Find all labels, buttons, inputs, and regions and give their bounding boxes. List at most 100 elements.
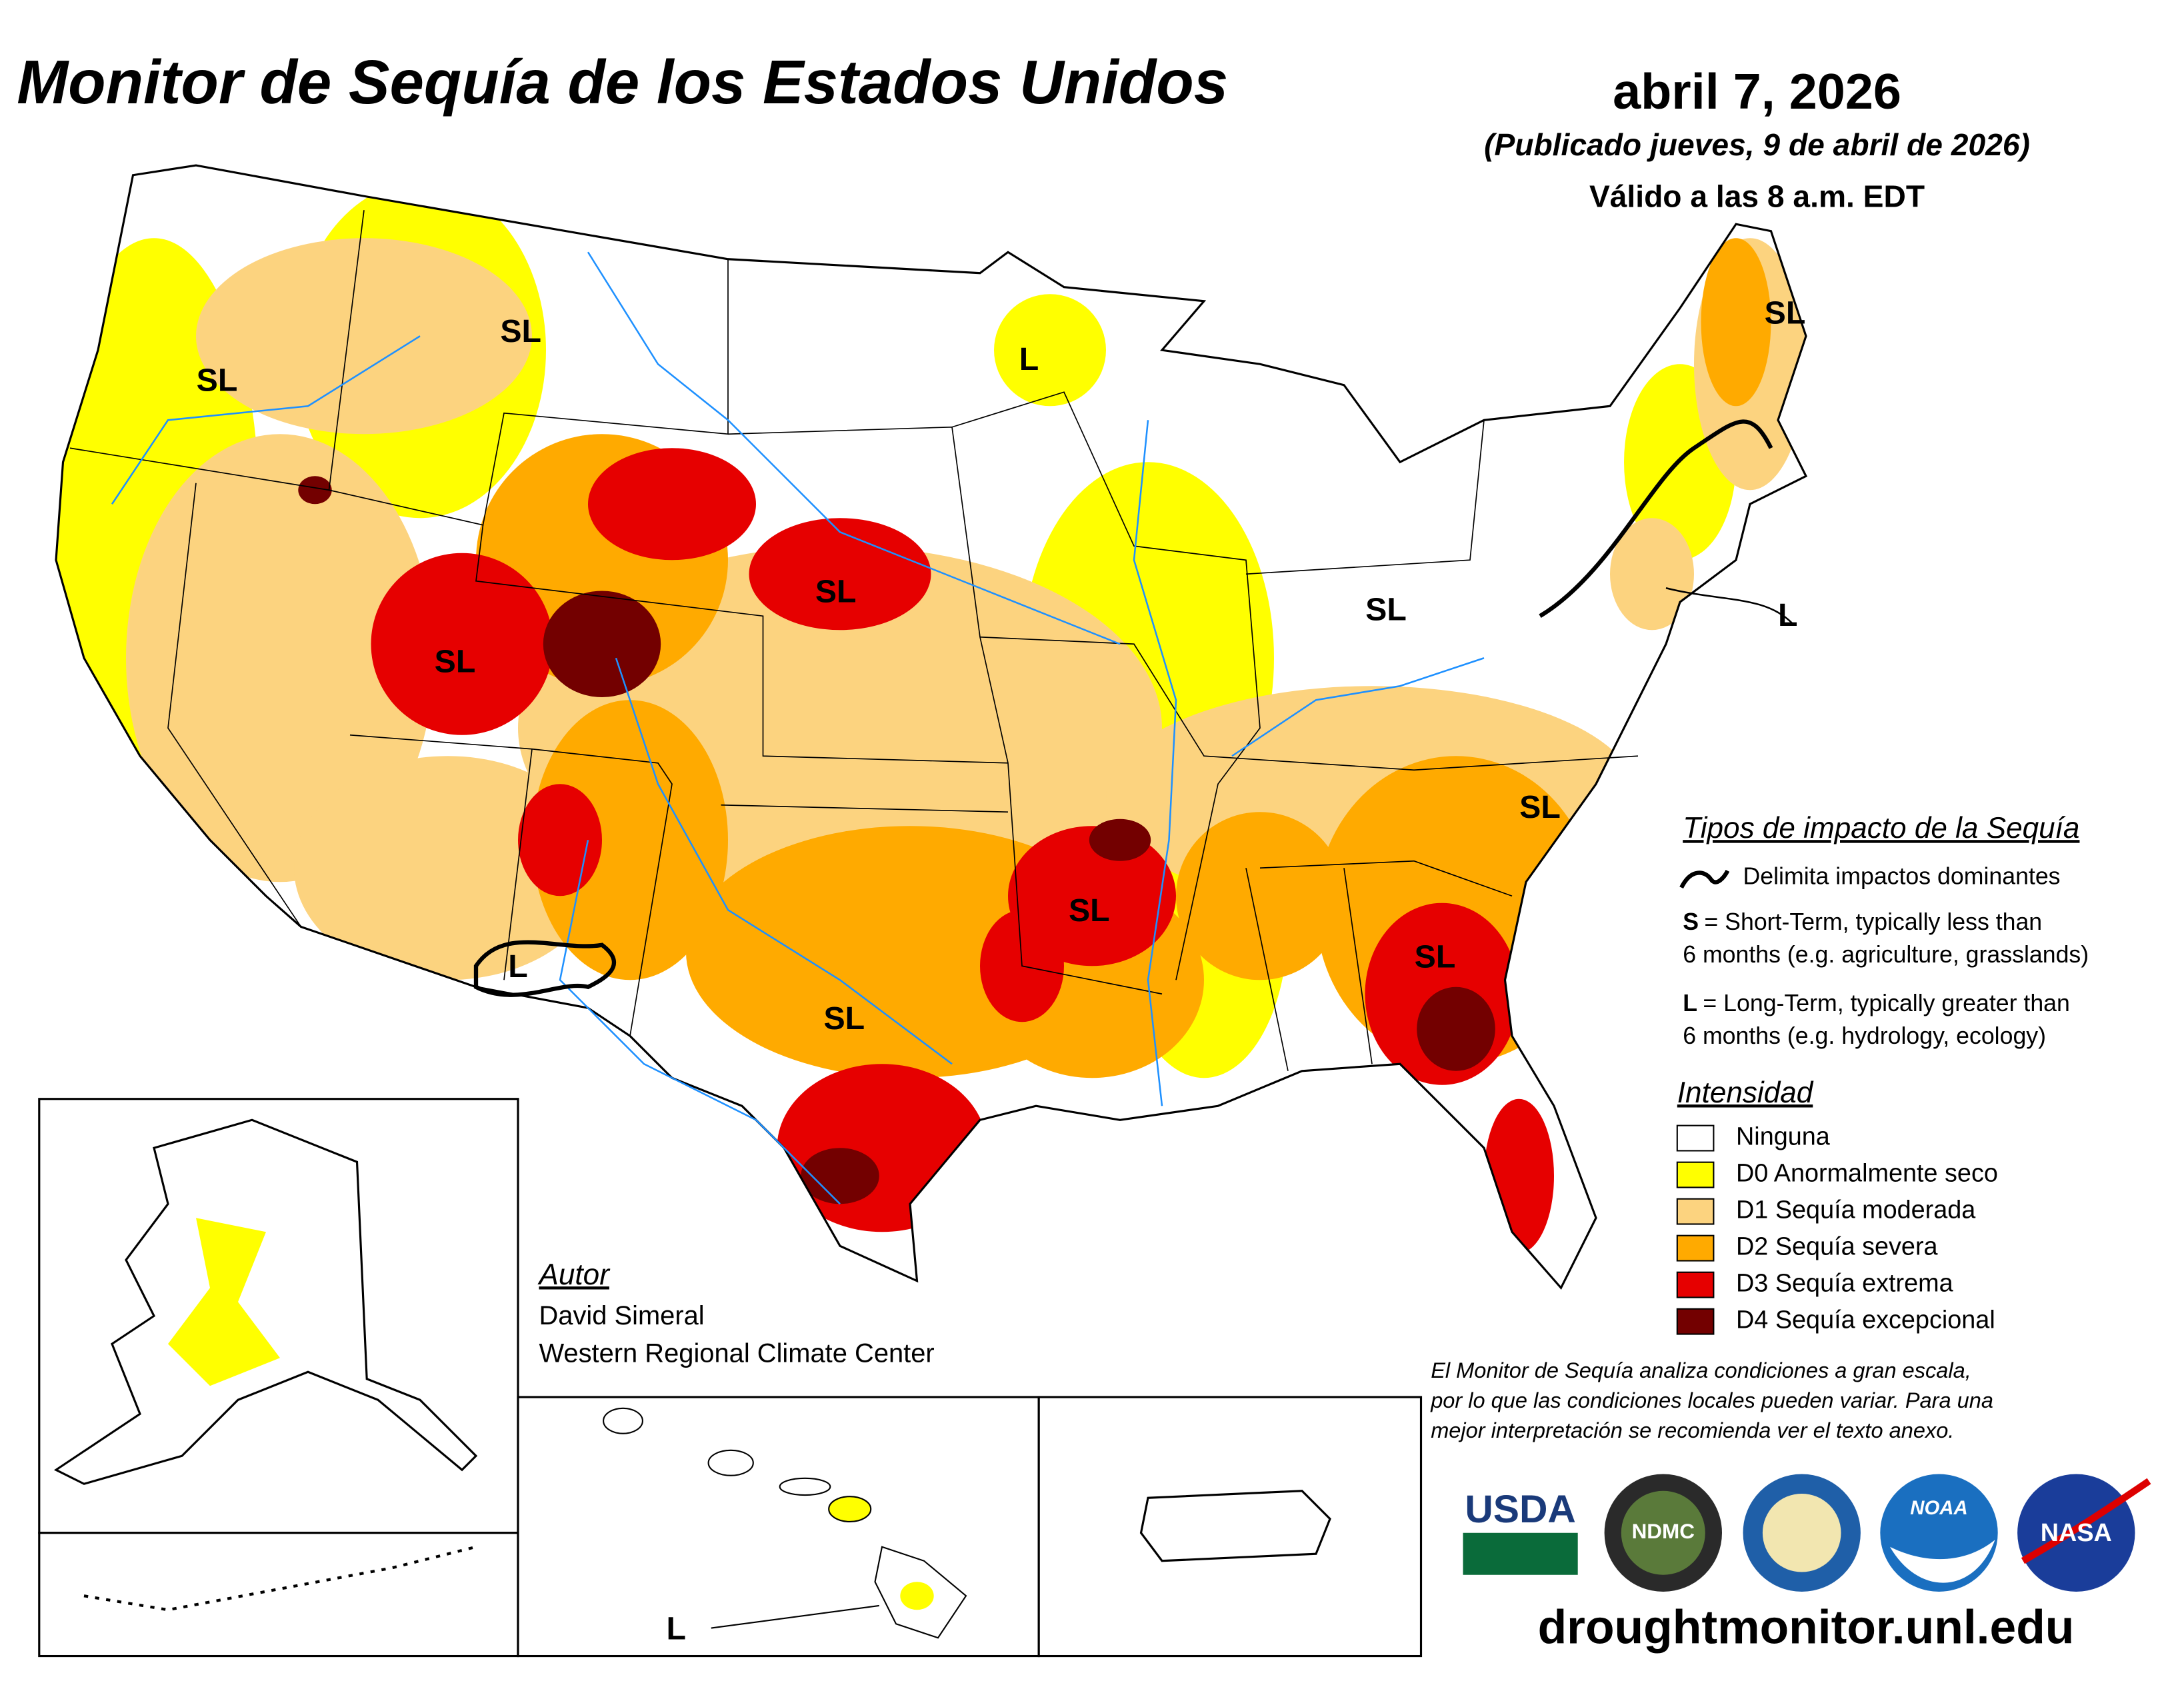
puerto-rico — [1139, 1490, 1331, 1562]
published-date: (Publicado jueves, 9 de abril de 2026) — [1484, 127, 2030, 162]
impact-desc: = Long-Term, typically greater than — [1703, 990, 2069, 1016]
island — [603, 1407, 643, 1434]
island-d0 — [900, 1582, 934, 1610]
impact-boundary — [1539, 419, 1773, 618]
logos: USDA NDMC NOAA NASA — [1463, 1474, 2151, 1592]
impact-desc: = Short-Term, typically less than — [1704, 909, 2042, 936]
valid-time: Válido a las 8 a.m. EDT — [1589, 179, 1925, 214]
legend-label: Ninguna — [1736, 1123, 1831, 1151]
impact-legend-title: Tipos de impacto de la Sequía — [1683, 812, 2079, 844]
impact-label: SL — [1069, 892, 1110, 928]
drought-area — [126, 434, 434, 882]
leader-line — [1665, 587, 1793, 624]
inset-frame — [517, 1396, 1040, 1658]
nasa-vector — [2021, 1478, 2151, 1564]
drought-area — [749, 518, 931, 631]
impact-label: SL — [1519, 789, 1561, 825]
disclaimer-line: mejor interpretación se recomienda ver e… — [1431, 1418, 1954, 1442]
legend-label: D3 Sequía extrema — [1736, 1270, 1954, 1298]
impact-label: SL — [1415, 939, 1456, 975]
author-heading: Autor — [537, 1258, 611, 1291]
impact-label: SL — [500, 313, 541, 349]
impact-label: L — [1778, 597, 1798, 633]
impact-key: S — [1683, 909, 1699, 936]
impact-label: L — [1019, 341, 1039, 377]
drought-area — [1484, 1098, 1554, 1253]
commerce-logo-inner — [1762, 1493, 1841, 1572]
alaska — [53, 1118, 478, 1485]
impact-label: L — [667, 1611, 687, 1647]
drought-area — [994, 294, 1106, 407]
drought-area — [543, 591, 661, 698]
drought-area — [1701, 238, 1771, 407]
logo-text: NOAA — [1910, 1497, 1968, 1519]
impact-item: L = Long-Term, typically greater than — [1683, 990, 2070, 1016]
impact-label: L — [508, 948, 528, 984]
puerto-rico-inset — [1037, 1396, 1423, 1658]
impact-label: SL — [197, 362, 238, 398]
legend-swatch — [1676, 1198, 1715, 1225]
alaska-d0 — [168, 1218, 280, 1386]
impact-label: SL — [823, 1000, 865, 1036]
drought-area — [532, 700, 728, 980]
aleutians — [83, 1545, 477, 1612]
impact-label: SL — [815, 573, 857, 609]
logo-text: NASA — [2041, 1519, 2112, 1547]
legend-label: D4 Sequía excepcional — [1736, 1306, 1995, 1334]
state-lines — [69, 210, 1639, 1071]
hawaii-inset — [517, 1396, 1040, 1658]
website-url: droughtmonitor.unl.edu — [1538, 1601, 2075, 1654]
impact-label: SL — [435, 643, 476, 679]
legend-label: D2 Sequía severa — [1736, 1233, 1939, 1261]
impact-label: SL — [1765, 295, 1806, 331]
legend-label: D0 Anormalmente seco — [1736, 1160, 1998, 1188]
island — [707, 1449, 754, 1476]
rivers — [111, 251, 1485, 1205]
inset-frame — [38, 1532, 519, 1658]
drought-area — [298, 476, 332, 505]
impact-desc: 6 months (e.g. hydrology, ecology) — [1683, 1022, 2046, 1049]
leader-line — [711, 1604, 879, 1629]
logo-text: USDA — [1465, 1488, 1576, 1531]
drought-area — [588, 448, 756, 561]
drought-area — [1089, 819, 1151, 861]
usda-swoosh — [1463, 1532, 1578, 1575]
drought-area — [371, 553, 553, 735]
impact-key: L — [1683, 990, 1697, 1016]
disclaimer-line: por lo que las condiciones locales puede… — [1430, 1388, 1993, 1412]
island — [779, 1477, 831, 1496]
impact-line-sample — [1679, 869, 1730, 889]
map-date: abril 7, 2026 — [1613, 64, 1901, 120]
title: Monitor de Sequía de los Estados Unidos — [17, 47, 1228, 117]
impact-item: S = Short-Term, typically less than — [1683, 909, 2042, 936]
legend-swatch — [1676, 1124, 1715, 1152]
impact-label: SL — [1365, 592, 1407, 628]
author-name: David Simeral — [539, 1301, 705, 1330]
legend-swatch — [1676, 1161, 1715, 1188]
disclaimer-line: El Monitor de Sequía analiza condiciones… — [1431, 1358, 1971, 1382]
legend-label: D1 Sequía moderada — [1736, 1196, 1976, 1224]
drought-area — [1417, 986, 1495, 1071]
impact-items: S = Short-Term, typically less than 6 mont… — [1683, 909, 2089, 1049]
drought-area — [1610, 518, 1694, 631]
drought-area — [1176, 812, 1344, 980]
logo-text: NDMC — [1632, 1519, 1695, 1543]
impact-line-text: Delimita impactos dominantes — [1743, 862, 2061, 889]
legend-swatch — [1676, 1271, 1715, 1298]
ndmc-logo-inner — [1621, 1490, 1705, 1575]
intensity-items: Ninguna D0 Anormalmente seco D1 Sequía mod… — [1676, 1123, 1998, 1335]
drought-area — [196, 238, 532, 435]
legend-swatch — [1676, 1308, 1715, 1335]
drought-area — [518, 784, 602, 896]
noaa-bird — [1890, 1540, 1995, 1583]
intensity-legend-title: Intensidad — [1677, 1076, 1814, 1109]
legend-swatch — [1676, 1234, 1715, 1262]
disclaimer: El Monitor de Sequía analiza condiciones… — [1430, 1358, 1993, 1442]
impact-desc: 6 months (e.g. agriculture, grasslands) — [1683, 941, 2089, 968]
impact-boundary — [473, 940, 617, 997]
author-org: Western Regional Climate Center — [539, 1339, 935, 1368]
